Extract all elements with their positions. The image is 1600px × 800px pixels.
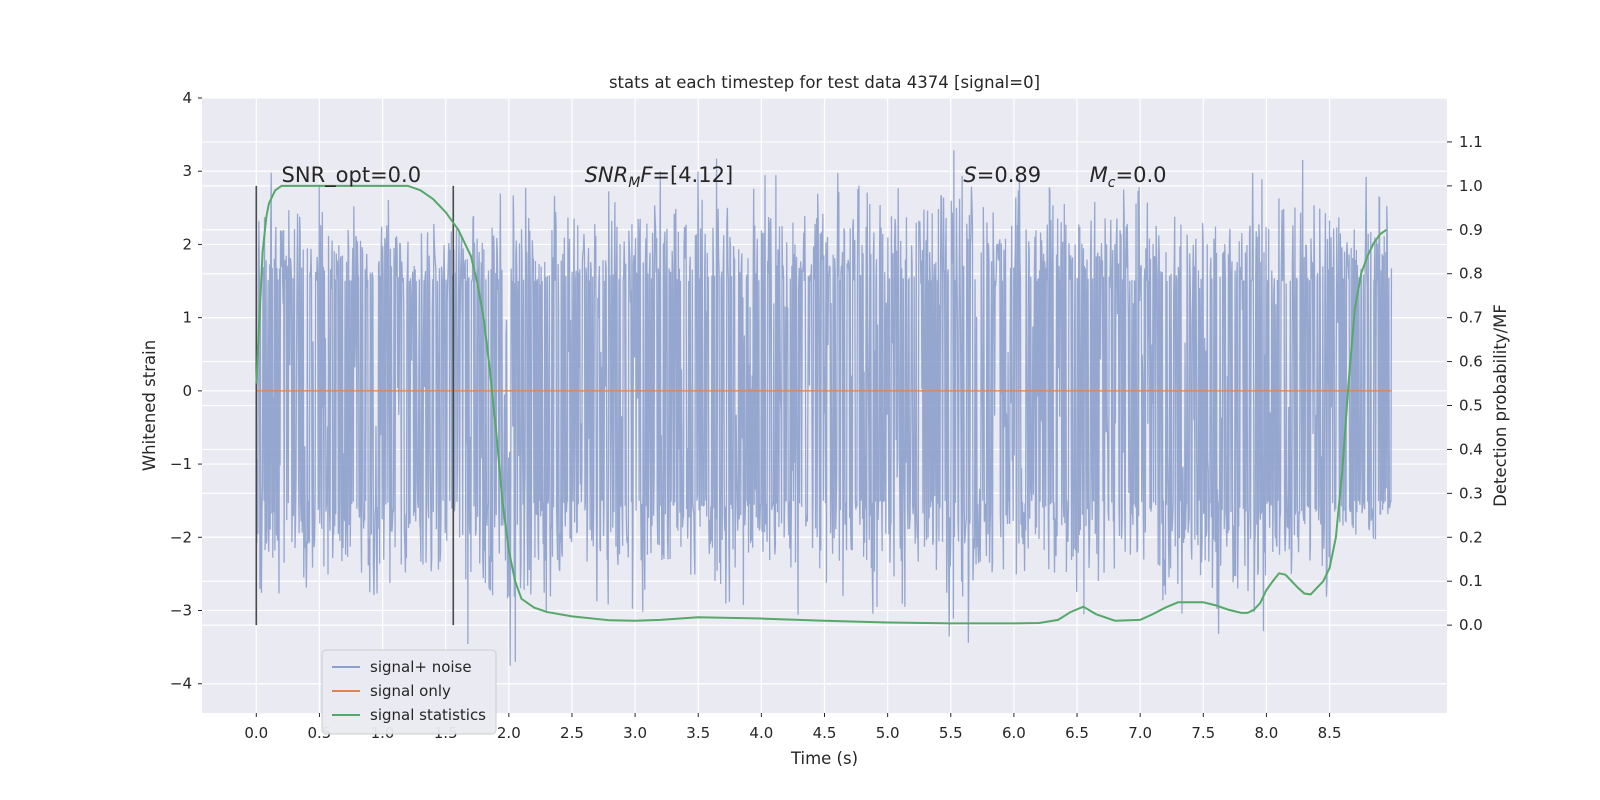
x-tick-label: 8.5 bbox=[1318, 724, 1342, 742]
y-tick-label: 4 bbox=[182, 89, 192, 107]
y2-tick-label: 1.0 bbox=[1459, 177, 1483, 195]
y-axis-label: Whitened strain bbox=[140, 340, 159, 471]
legend-label: signal+ noise bbox=[370, 658, 472, 676]
signal-statistics-series bbox=[255, 184, 1387, 625]
chart-title: stats at each timestep for test data 437… bbox=[609, 73, 1040, 92]
y-tick-label: 1 bbox=[182, 309, 192, 327]
y2-tick-label: 0.6 bbox=[1459, 353, 1483, 371]
x-tick-label: 4.5 bbox=[813, 724, 837, 742]
y2-tick-label: 0.7 bbox=[1459, 309, 1483, 327]
y2-tick-label: 0.9 bbox=[1459, 221, 1483, 239]
y2-tick-label: 1.1 bbox=[1459, 133, 1483, 151]
x-tick-label: 5.5 bbox=[939, 724, 963, 742]
y-tick-label: −1 bbox=[170, 455, 192, 473]
x-axis-label: Time (s) bbox=[790, 749, 858, 768]
y2-axis-label: Detection probability/MF bbox=[1491, 304, 1510, 507]
x-tick-label: 3.0 bbox=[623, 724, 647, 742]
signal-noise-series bbox=[255, 150, 1393, 666]
annotation-1: SNRMF=[4.12] bbox=[585, 163, 734, 191]
y-tick-label: 0 bbox=[182, 382, 192, 400]
y2-tick-label: 0.8 bbox=[1459, 265, 1483, 283]
y-tick-label: −2 bbox=[170, 528, 192, 546]
x-tick-label: 2.0 bbox=[497, 724, 521, 742]
legend: signal+ noise signal only signal statistic… bbox=[321, 649, 497, 735]
x-tick-label: 7.0 bbox=[1128, 724, 1152, 742]
annotation-0: SNR_opt=0.0 bbox=[282, 163, 422, 188]
y-tick-label: −4 bbox=[170, 675, 192, 693]
x-tick-label: 3.5 bbox=[686, 724, 710, 742]
y-tick-label: −3 bbox=[170, 602, 192, 620]
x-tick-label: 5.0 bbox=[876, 724, 900, 742]
y-tick-label: 3 bbox=[182, 162, 192, 180]
x-tick-label: 6.0 bbox=[1002, 724, 1026, 742]
x-tick-label: 6.5 bbox=[1065, 724, 1089, 742]
x-tick-label: 2.5 bbox=[560, 724, 584, 742]
annotation-2: S=0.89 bbox=[963, 163, 1041, 187]
annotation-3: Mc=0.0 bbox=[1090, 163, 1167, 191]
y2-tick-label: 0.1 bbox=[1459, 572, 1483, 590]
y2-tick-label: 0.2 bbox=[1459, 528, 1483, 546]
y-tick-label: 2 bbox=[182, 235, 192, 253]
x-tick-label: 8.0 bbox=[1255, 724, 1279, 742]
x-tick-label: 4.0 bbox=[749, 724, 773, 742]
x-tick-label: 0.0 bbox=[244, 724, 268, 742]
y2-tick-label: 0.0 bbox=[1459, 616, 1483, 634]
legend-box bbox=[321, 649, 497, 735]
y2-tick-label: 0.3 bbox=[1459, 484, 1483, 502]
y2-tick-label: 0.4 bbox=[1459, 440, 1483, 458]
y2-tick-label: 0.5 bbox=[1459, 397, 1483, 415]
legend-label: signal statistics bbox=[370, 706, 486, 724]
x-tick-label: 7.5 bbox=[1191, 724, 1215, 742]
legend-label: signal only bbox=[370, 682, 451, 700]
